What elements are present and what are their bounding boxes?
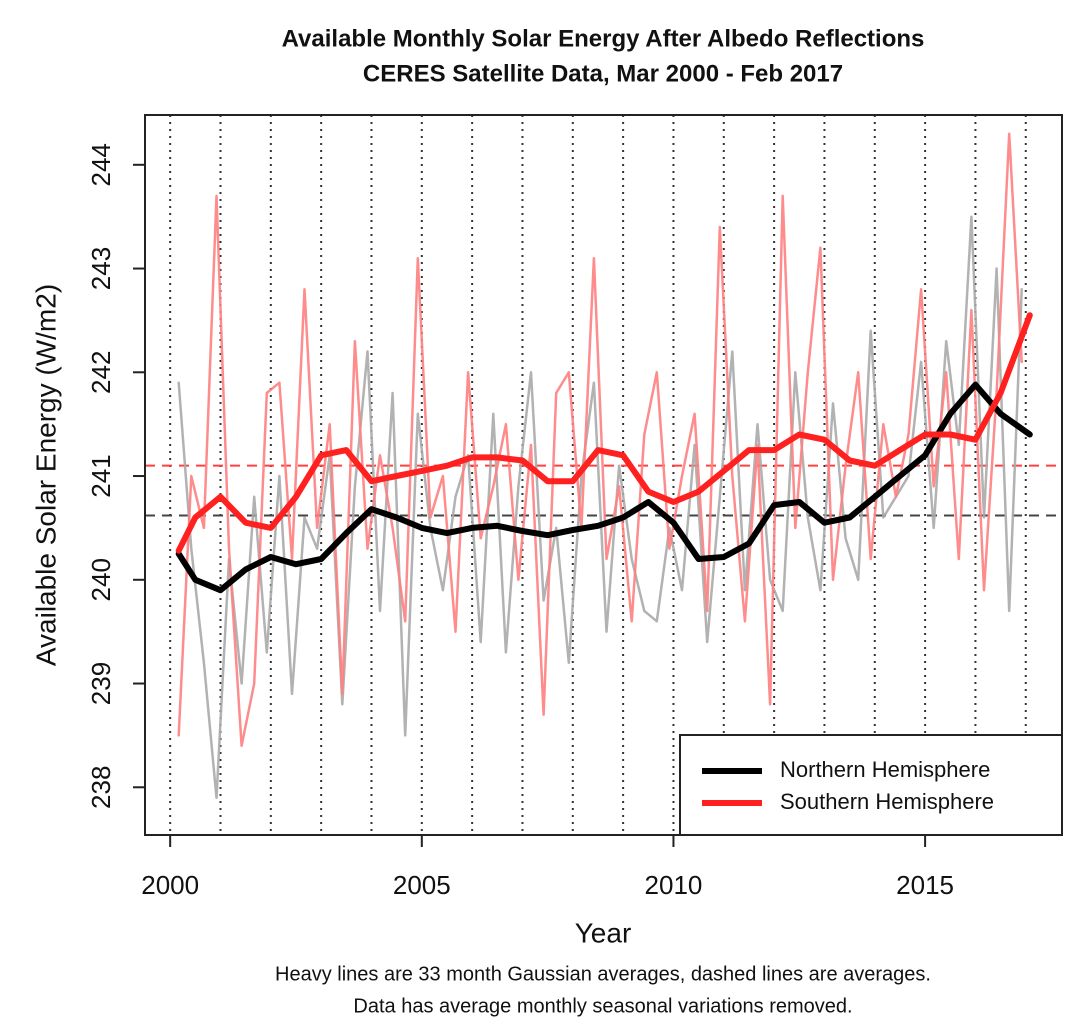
y-tick-label: 241 [86,454,116,497]
note: Heavy lines are 33 month Gaussian averag… [275,963,931,985]
monthly-line [177,215,1023,799]
y-tick-label: 240 [86,558,116,601]
average-line [175,381,1033,594]
y-axis-label: Available Solar Energy (W/m2) [30,284,61,666]
x-tick-label: 2010 [645,870,703,900]
y-tick-label: 242 [86,351,116,394]
note: Data has average monthly seasonal variat… [353,995,852,1017]
legend-box [679,734,1063,836]
monthly-line [177,132,1023,748]
plot-frame [144,114,1063,836]
x-axis-label: Year [575,917,632,948]
x-tick-label: 2000 [141,870,199,900]
y-tick-label: 238 [86,766,116,809]
legend-label: Northern Hemisphere [780,757,990,782]
average-line [175,312,1033,554]
legend-label: Southern Hemisphere [780,789,994,814]
x-tick-label: 2005 [393,870,451,900]
y-tick-label: 243 [86,247,116,290]
y-tick-label: 244 [86,143,116,186]
chart-subtitle: CERES Satellite Data, Mar 2000 - Feb 201… [363,60,843,87]
x-tick-label: 2015 [896,870,954,900]
y-tick-label: 239 [86,662,116,705]
chart-title: Available Monthly Solar Energy After Alb… [282,25,925,52]
